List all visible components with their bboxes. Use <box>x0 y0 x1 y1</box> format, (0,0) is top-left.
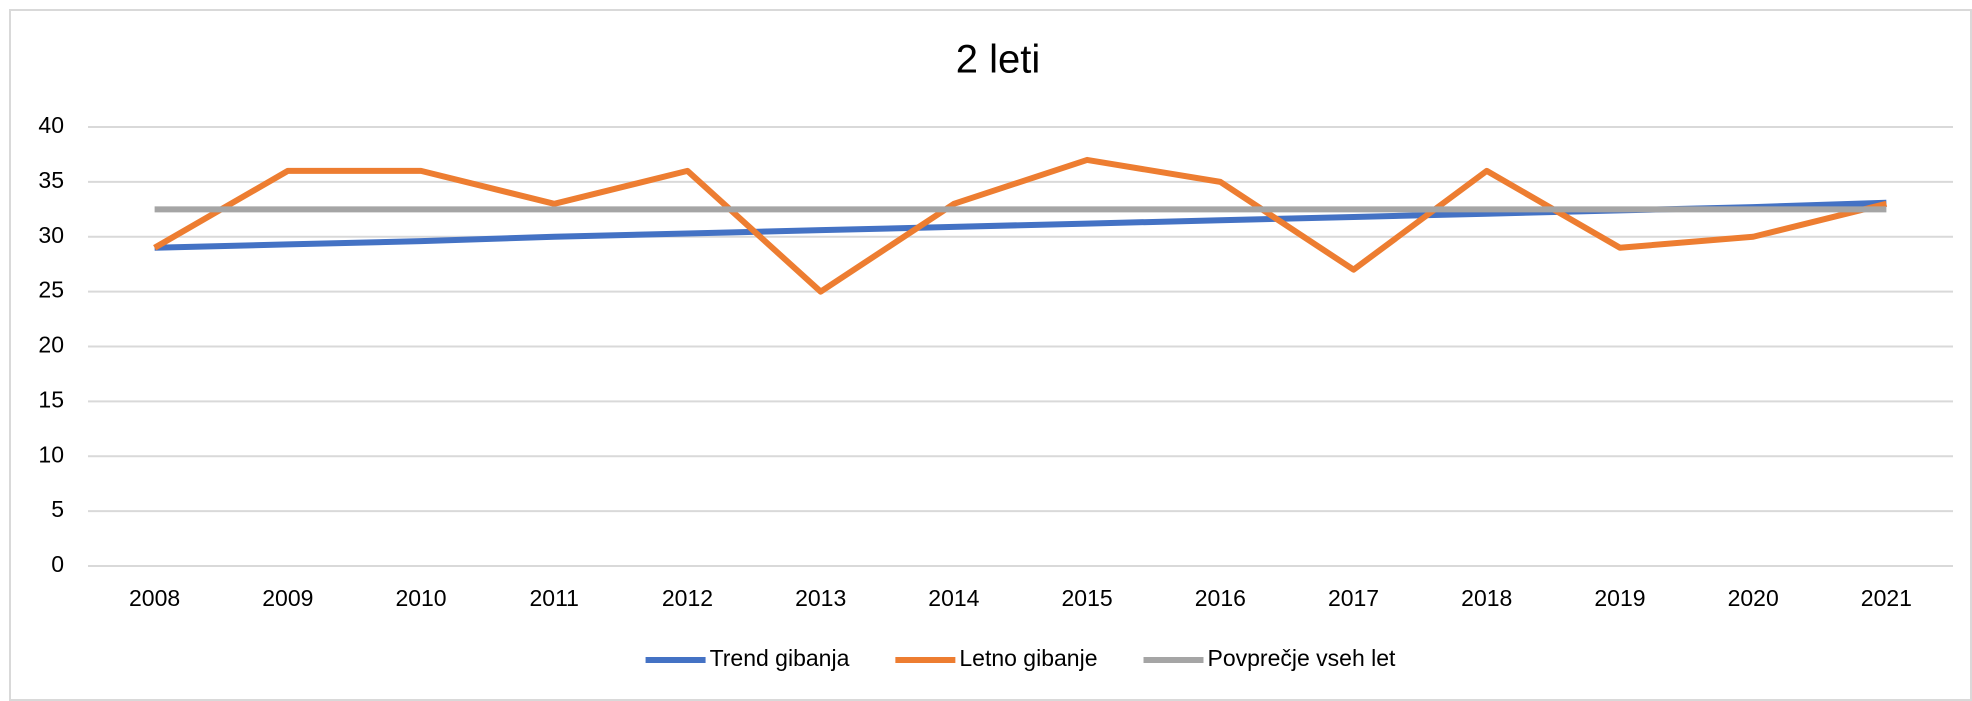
y-tick-label: 40 <box>38 112 64 138</box>
series-line <box>153 156 1888 295</box>
legend-label: Trend gibanja <box>710 645 850 671</box>
y-tick-label: 15 <box>38 386 64 412</box>
y-tick-label: 25 <box>38 277 64 303</box>
x-tick-label: 2010 <box>395 585 446 611</box>
x-tick-label: 2020 <box>1728 585 1779 611</box>
y-tick-label: 5 <box>51 496 64 522</box>
chart-title: 2 leti <box>956 38 1041 82</box>
x-tick-label: 2018 <box>1461 585 1512 611</box>
x-tick-label: 2008 <box>129 585 180 611</box>
x-tick-label: 2019 <box>1594 585 1645 611</box>
x-tick-label: 2014 <box>928 585 979 611</box>
chart-frame <box>9 9 1972 701</box>
x-tick-label: 2009 <box>262 585 313 611</box>
y-tick-label: 10 <box>38 441 64 467</box>
legend-label: Povprečje vseh let <box>1207 645 1396 671</box>
y-tick-label: 20 <box>38 332 64 358</box>
y-tick-label: 30 <box>38 222 64 248</box>
x-tick-label: 2015 <box>1062 585 1113 611</box>
x-tick-label: 2021 <box>1861 585 1912 611</box>
y-tick-label: 35 <box>38 167 64 193</box>
x-tick-label: 2012 <box>662 585 713 611</box>
x-tick-label: 2017 <box>1328 585 1379 611</box>
legend-label: Letno gibanje <box>959 645 1097 671</box>
x-tick-label: 2013 <box>795 585 846 611</box>
x-tick-label: 2016 <box>1195 585 1246 611</box>
x-tick-label: 2011 <box>530 585 579 611</box>
y-tick-label: 0 <box>51 551 64 577</box>
